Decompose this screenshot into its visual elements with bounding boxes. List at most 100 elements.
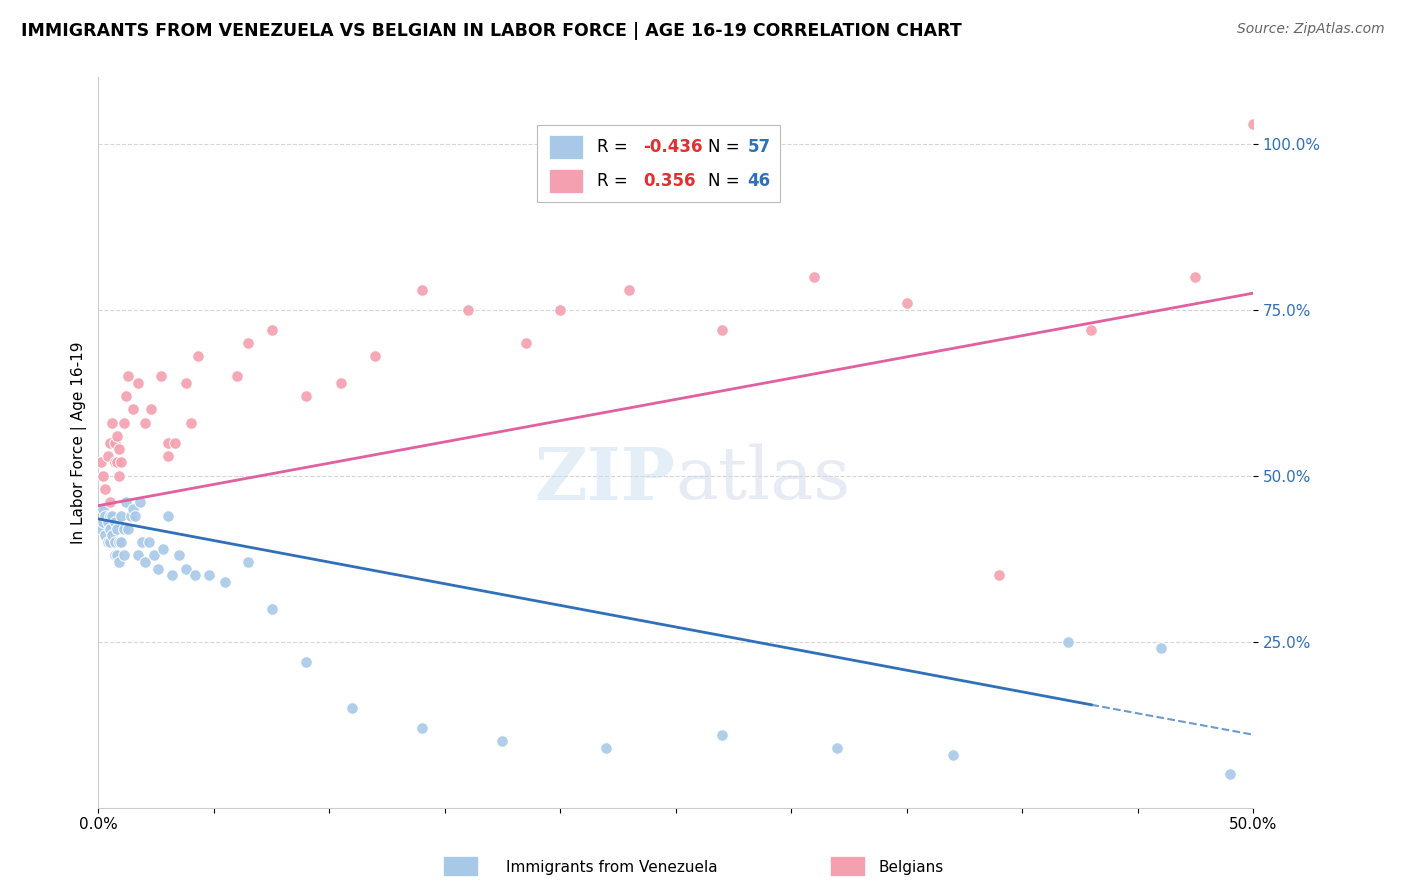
Text: 57: 57 (747, 137, 770, 156)
Point (152, 541, 174, 556)
Point (1057, 634, 1080, 648)
Point (1080, 323, 1102, 337)
Point (98, 435, 121, 450)
Point (115, 389, 138, 403)
Point (94, 482, 117, 496)
Point (122, 402, 145, 417)
Point (156, 435, 179, 450)
Point (1219, 767, 1241, 781)
Point (101, 508, 124, 523)
Point (91, 502, 114, 516)
Point (101, 528, 124, 542)
Point (238, 555, 260, 569)
Point (198, 568, 221, 582)
Point (156, 508, 179, 523)
Point (127, 549, 149, 563)
Point (457, 302, 479, 317)
FancyBboxPatch shape (548, 169, 583, 193)
Point (103, 435, 125, 450)
Point (103, 549, 125, 563)
Point (548, 302, 571, 317)
Point (710, 728, 733, 742)
Point (98, 522, 121, 536)
Point (112, 416, 135, 430)
Point (148, 562, 170, 576)
Point (156, 449, 179, 463)
Point (710, 323, 733, 337)
Point (141, 402, 163, 417)
Point (1184, 269, 1206, 284)
Text: R =: R = (598, 137, 633, 156)
Text: Immigrants from Venezuela: Immigrants from Venezuela (506, 860, 718, 874)
Point (90, 455, 112, 469)
Text: N =: N = (709, 172, 745, 190)
Point (90, 508, 112, 523)
Text: Source: ZipAtlas.com: Source: ZipAtlas.com (1237, 22, 1385, 37)
FancyBboxPatch shape (548, 135, 583, 160)
Point (174, 376, 197, 390)
Point (260, 323, 283, 337)
Point (411, 721, 433, 735)
Text: ZIP: ZIP (534, 443, 676, 515)
Point (117, 522, 139, 536)
Point (94, 508, 117, 523)
Point (112, 549, 135, 563)
Point (180, 416, 202, 430)
Point (1241, 117, 1264, 131)
Point (90, 522, 112, 536)
Point (342, 701, 364, 715)
Text: Belgians: Belgians (879, 860, 943, 874)
Point (238, 336, 260, 351)
Point (94, 528, 117, 542)
Point (91, 468, 114, 483)
Point (595, 740, 617, 755)
Point (295, 389, 318, 403)
Point (103, 455, 125, 469)
Point (942, 747, 965, 762)
Point (110, 535, 132, 549)
Point (98, 535, 121, 549)
Text: R =: R = (598, 172, 638, 190)
Text: atlas: atlas (676, 444, 851, 515)
Text: IMMIGRANTS FROM VENEZUELA VS BELGIAN IN LABOR FORCE | AGE 16-19 CORRELATION CHAR: IMMIGRANTS FROM VENEZUELA VS BELGIAN IN … (21, 22, 962, 40)
Point (101, 416, 124, 430)
Point (105, 522, 128, 536)
Point (120, 508, 142, 523)
Point (97, 535, 120, 549)
Y-axis label: In Labor Force | Age 16-19: In Labor Force | Age 16-19 (72, 342, 87, 544)
Point (98, 495, 121, 509)
Point (108, 535, 131, 549)
Point (131, 535, 153, 549)
Point (112, 522, 135, 536)
Point (174, 562, 197, 576)
Point (103, 535, 125, 549)
Point (896, 296, 918, 310)
Point (162, 568, 184, 582)
Point (105, 429, 128, 443)
Point (98, 508, 121, 523)
Point (105, 455, 128, 469)
Point (91, 515, 114, 529)
Point (110, 508, 132, 523)
Point (142, 549, 165, 563)
Text: 46: 46 (747, 172, 770, 190)
Point (411, 283, 433, 297)
Point (117, 369, 139, 384)
Point (260, 601, 283, 615)
Point (225, 369, 247, 384)
Text: -0.436: -0.436 (644, 137, 703, 156)
Point (134, 555, 156, 569)
Point (1149, 641, 1171, 656)
FancyBboxPatch shape (537, 125, 779, 202)
Point (214, 574, 236, 589)
Text: N =: N = (709, 137, 745, 156)
Point (129, 495, 152, 509)
Text: 0.356: 0.356 (644, 172, 696, 190)
Point (134, 416, 156, 430)
Point (803, 269, 825, 284)
Point (187, 349, 209, 363)
Point (127, 376, 149, 390)
Point (122, 502, 145, 516)
Point (149, 369, 172, 384)
Point (827, 740, 849, 755)
